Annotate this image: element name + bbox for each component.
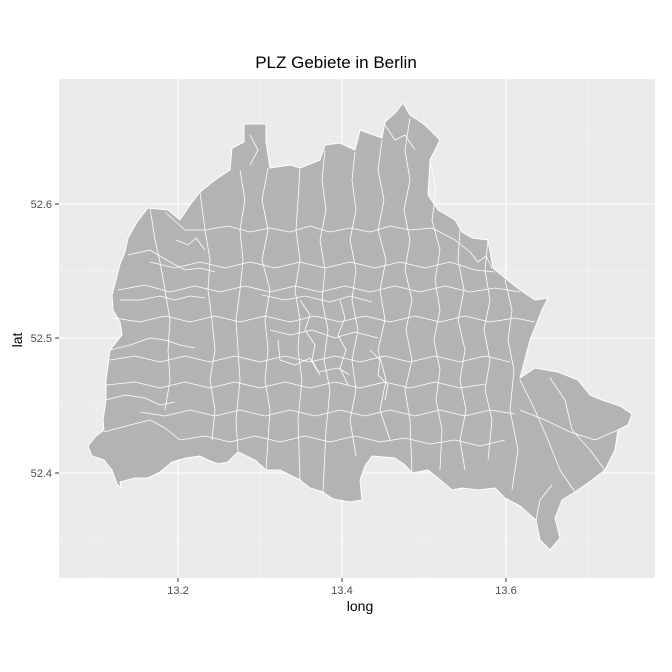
y-tick-label: 52.4	[31, 468, 52, 480]
x-tick-label: 13.4	[331, 585, 352, 597]
x-tick-label: 13.6	[495, 585, 516, 597]
x-tick-label: 13.2	[167, 585, 188, 597]
x-axis-label: long	[346, 598, 374, 614]
map-title: PLZ Gebiete in Berlin	[255, 53, 417, 72]
y-tick-label: 52.6	[31, 199, 52, 211]
plz-boundaries	[103, 117, 619, 521]
berlin-outline	[87, 102, 633, 551]
y-tick-label: 52.5	[31, 333, 52, 345]
axis-ticks	[55, 203, 507, 582]
berlin-plz-map	[87, 102, 633, 551]
